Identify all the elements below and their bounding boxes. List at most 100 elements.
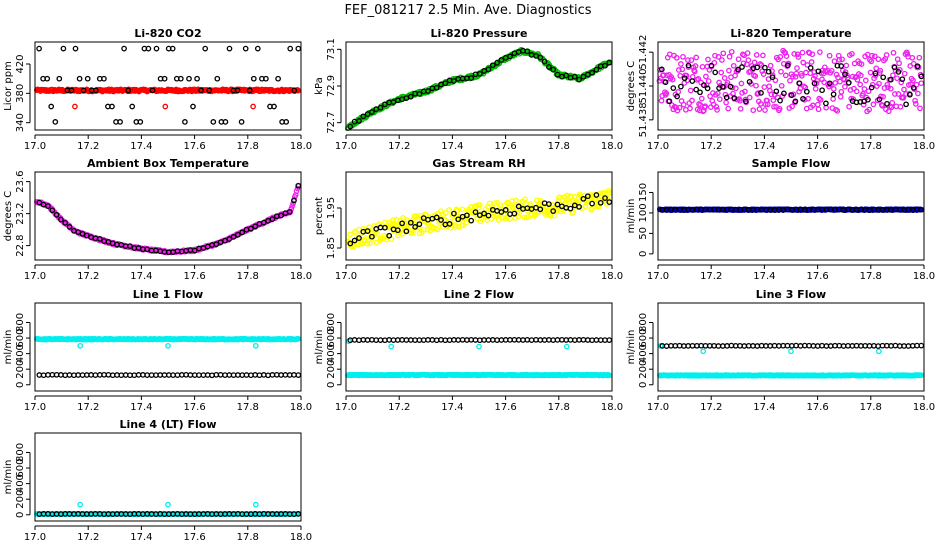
data-point <box>914 63 921 70</box>
data-point <box>899 76 906 83</box>
data-point <box>907 91 913 98</box>
data-point <box>476 70 483 77</box>
data-point <box>767 62 774 69</box>
data-point <box>485 66 492 73</box>
x-tick-label: 17.6 <box>494 402 516 413</box>
data-point <box>872 70 879 77</box>
chart-panel: Li-820 CO2 Licor ppm 17.0 17.2 17.4 17.6 17.8 1… <box>3 27 312 152</box>
x-tick-label: 17.2 <box>77 271 99 282</box>
data-point <box>692 63 699 69</box>
data-point <box>271 103 277 110</box>
x-tick-label: 17.4 <box>441 402 463 413</box>
data-point <box>658 97 665 104</box>
data-point <box>857 81 864 88</box>
data-point <box>777 97 783 104</box>
data-point <box>659 93 666 99</box>
data-point <box>468 75 475 81</box>
data-point <box>760 71 767 77</box>
data-point <box>836 57 843 63</box>
data-point <box>674 93 680 100</box>
data-point <box>356 118 362 124</box>
data-point <box>515 203 522 210</box>
data-point <box>699 63 706 70</box>
data-point <box>226 236 233 242</box>
data-point <box>515 213 522 220</box>
data-point <box>896 60 902 67</box>
x-tick-label: 17.4 <box>130 141 152 152</box>
data-point <box>459 206 466 213</box>
data-point <box>903 101 909 108</box>
data-point <box>52 119 59 125</box>
data-point <box>704 85 711 92</box>
data-point <box>842 83 848 90</box>
data-point <box>798 72 805 79</box>
data-point <box>510 203 517 209</box>
data-point <box>832 80 839 86</box>
data-point <box>833 71 840 78</box>
data-point <box>812 85 819 92</box>
data-point <box>210 119 217 125</box>
data-point <box>703 73 709 80</box>
y-axis-label: kPa <box>314 77 325 95</box>
data-point <box>442 80 449 87</box>
data-point <box>546 64 552 70</box>
data-point <box>127 243 133 249</box>
data-series <box>344 338 613 379</box>
data-point <box>843 62 850 69</box>
y-tick-label: 0 <box>15 512 26 518</box>
data-point <box>72 103 78 110</box>
data-point <box>658 66 665 73</box>
y-axis-label: ml/min <box>3 330 14 365</box>
data-point <box>446 207 453 213</box>
data-point <box>826 52 833 59</box>
data-point <box>364 228 371 234</box>
data-point <box>190 103 196 110</box>
data-point <box>476 343 482 350</box>
data-point <box>663 90 670 97</box>
y-tick-label: 100 <box>638 203 649 222</box>
data-point <box>36 199 43 206</box>
data-point <box>415 224 422 231</box>
data-point <box>446 221 453 227</box>
data-point <box>669 76 676 83</box>
data-point <box>887 85 894 92</box>
data-point <box>891 64 898 71</box>
data-series <box>36 510 302 517</box>
data-point <box>725 105 732 112</box>
data-point <box>912 97 918 104</box>
data-point <box>369 233 375 240</box>
data-point <box>400 214 406 221</box>
figure-title: FEF_081217 2.5 Min. Ave. Diagnostics <box>344 3 591 18</box>
chart-title: Line 4 (LT) Flow <box>120 418 217 431</box>
data-point <box>746 94 753 101</box>
data-point <box>454 207 461 214</box>
data-point <box>481 210 487 217</box>
data-point <box>252 223 259 230</box>
data-point <box>834 108 841 114</box>
data-point <box>719 57 725 63</box>
data-point <box>685 62 692 69</box>
data-point <box>377 104 384 111</box>
data-point <box>901 70 908 77</box>
data-point <box>839 56 845 63</box>
y-tick-label: 23.6 <box>15 170 26 192</box>
data-series <box>33 86 302 110</box>
x-tick-label: 17.2 <box>77 402 99 413</box>
data-point <box>739 64 745 70</box>
chart-panel: Gas Stream RH percent 17.0 17.2 17.4 17.6 17.8… <box>314 157 623 282</box>
chart-panel: Sample Flow ml/min 17.0 17.2 17.4 17.6 17.8 18.… <box>626 157 935 282</box>
data-point <box>756 106 763 112</box>
data-series <box>36 182 302 256</box>
data-point <box>186 75 192 82</box>
y-tick-label: 600 <box>326 328 337 347</box>
x-tick-label: 17.0 <box>647 141 669 152</box>
data-point <box>374 230 381 237</box>
data-point <box>283 119 290 125</box>
data-point <box>246 87 253 94</box>
y-tick-label: 420 <box>15 54 26 73</box>
data-point <box>742 88 748 95</box>
data-point <box>433 84 440 91</box>
data-point <box>854 76 861 83</box>
data-point <box>858 61 865 67</box>
data-point <box>584 193 591 200</box>
